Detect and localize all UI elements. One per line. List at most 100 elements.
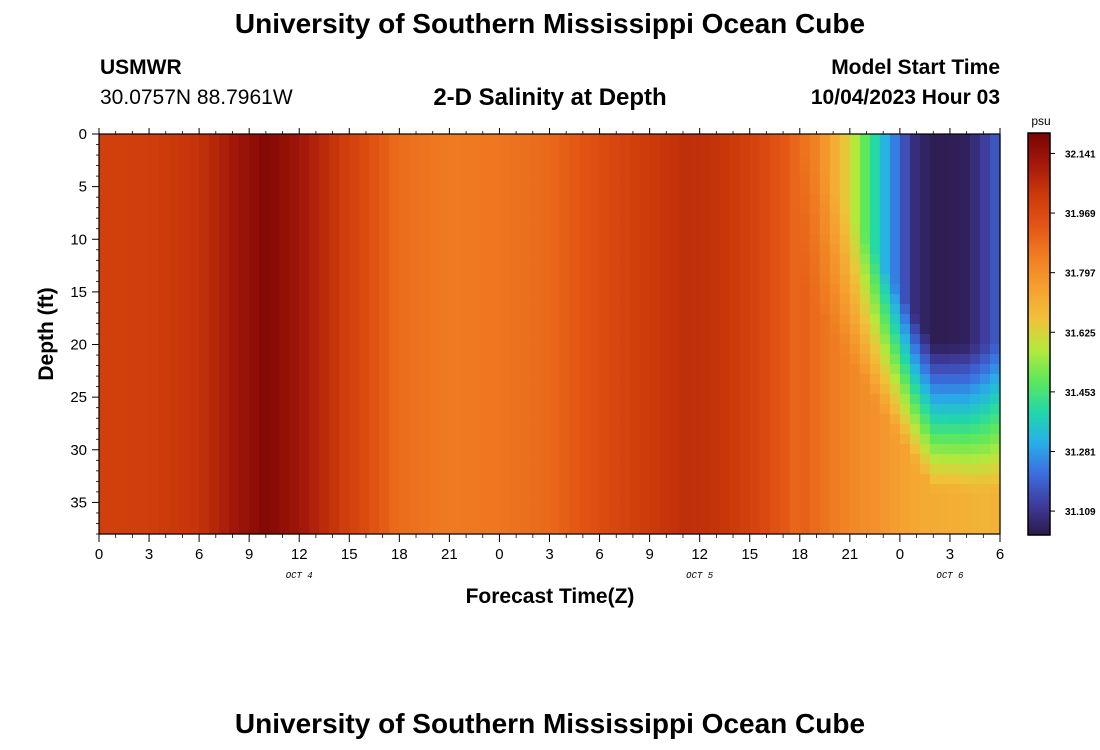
heatmap-cell (319, 164, 330, 175)
heatmap-cell (979, 144, 991, 155)
heatmap-cell (589, 444, 601, 455)
heatmap-cell (529, 394, 541, 405)
heatmap-cell (849, 314, 861, 325)
heatmap-cell (289, 154, 300, 165)
heatmap-cell (339, 364, 350, 375)
heatmap-cell (239, 244, 250, 255)
heatmap-cell (309, 234, 320, 245)
heatmap-cell (659, 454, 671, 465)
heatmap-cell (219, 454, 230, 465)
heatmap-cell (529, 494, 541, 505)
heatmap-cell (989, 324, 1001, 335)
heatmap-cell (699, 504, 711, 515)
heatmap-cell (139, 424, 150, 435)
heatmap-cell (219, 244, 230, 255)
heatmap-cell (319, 314, 330, 325)
heatmap-cell (319, 374, 330, 385)
heatmap-cell (929, 134, 941, 145)
heatmap-cell (229, 464, 240, 475)
heatmap-cell (229, 264, 240, 275)
heatmap-cell (759, 294, 771, 305)
heatmap-cell (869, 444, 881, 455)
heatmap-cell (829, 414, 841, 425)
heatmap-cell (209, 204, 220, 215)
heatmap-cell (649, 474, 661, 485)
heatmap-cell (189, 244, 200, 255)
heatmap-cell (289, 264, 300, 275)
heatmap-cell (469, 134, 481, 145)
heatmap-cell (969, 344, 981, 355)
y-tick-label: 15 (70, 284, 87, 301)
heatmap-cell (829, 164, 841, 175)
heatmap-cell (429, 264, 440, 275)
heatmap-cell (799, 294, 811, 305)
heatmap-cell (479, 234, 491, 245)
heatmap-cell (309, 244, 320, 255)
heatmap-cell (919, 354, 931, 365)
heatmap-cell (639, 194, 651, 205)
heatmap-cell (209, 394, 220, 405)
heatmap-cell (109, 274, 120, 285)
heatmap-cell (669, 154, 681, 165)
heatmap-cell (829, 384, 841, 395)
heatmap-cell (299, 144, 310, 155)
heatmap-cell (229, 384, 240, 395)
heatmap-cell (979, 394, 991, 405)
heatmap-cell (579, 354, 591, 365)
heatmap-cell (619, 494, 631, 505)
heatmap-cell (319, 244, 330, 255)
heatmap-cell (289, 234, 300, 245)
heatmap-cell (309, 444, 320, 455)
heatmap-cell (289, 224, 300, 235)
heatmap-cell (279, 514, 290, 525)
heatmap-cell (969, 154, 981, 165)
heatmap-cell (949, 404, 961, 415)
heatmap-cell (99, 144, 110, 155)
heatmap-cell (219, 134, 230, 145)
heatmap-cell (509, 384, 521, 395)
heatmap-cell (419, 224, 430, 235)
heatmap-cell (479, 264, 491, 275)
heatmap-cell (589, 474, 601, 485)
heatmap-cell (749, 364, 761, 375)
heatmap-cell (649, 144, 661, 155)
heatmap-cell (879, 444, 891, 455)
heatmap-cell (589, 524, 601, 535)
heatmap-cell (459, 384, 471, 395)
heatmap-cell (129, 504, 140, 515)
heatmap-cell (819, 214, 831, 225)
heatmap-cell (439, 334, 450, 345)
heatmap-cell (619, 414, 631, 425)
heatmap-cell (539, 244, 551, 255)
heatmap-cell (599, 284, 611, 295)
heatmap-cell (229, 194, 240, 205)
heatmap-cell (439, 294, 450, 305)
heatmap-cell (609, 504, 621, 515)
heatmap-cell (889, 244, 901, 255)
heatmap-cell (529, 424, 541, 435)
heatmap-cell (239, 214, 250, 225)
heatmap-cell (299, 364, 310, 375)
heatmap-cell (309, 474, 320, 485)
heatmap-cell (709, 294, 721, 305)
heatmap-cell (869, 324, 881, 335)
heatmap-cell (909, 464, 921, 475)
heatmap-cell (569, 234, 581, 245)
heatmap-cell (579, 164, 591, 175)
heatmap-cell (279, 504, 290, 515)
heatmap-cell (949, 204, 961, 215)
heatmap-cell (469, 214, 481, 225)
heatmap-cell (879, 354, 891, 365)
heatmap-cell (239, 134, 250, 145)
heatmap-cell (629, 164, 641, 175)
heatmap-cell (419, 254, 430, 265)
heatmap-cell (359, 464, 370, 475)
heatmap-cell (249, 144, 260, 155)
heatmap-cell (589, 324, 601, 335)
heatmap-cell (479, 284, 491, 295)
heatmap-cell (719, 434, 731, 445)
heatmap-cell (929, 474, 941, 485)
heatmap-cell (629, 484, 641, 495)
heatmap-cell (389, 144, 400, 155)
heatmap-cell (859, 194, 871, 205)
